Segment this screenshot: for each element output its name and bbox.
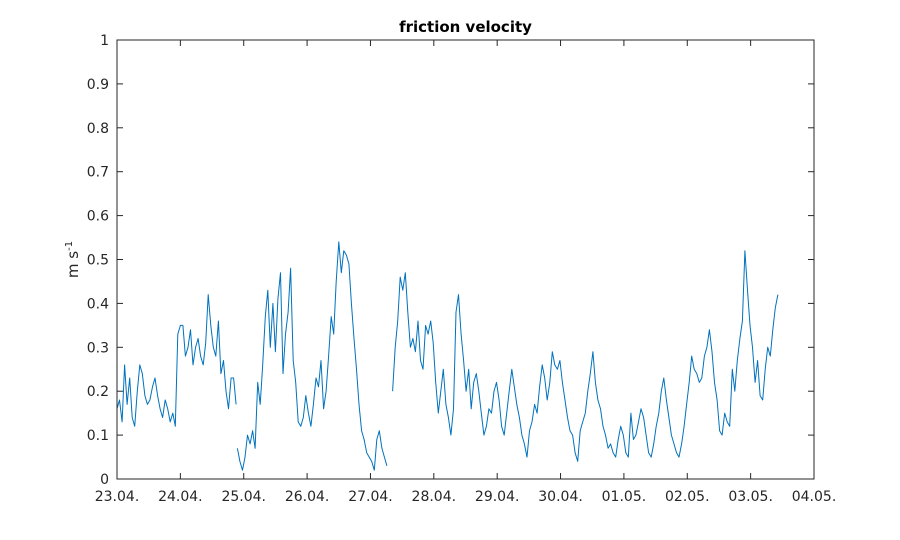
x-tick-label: 28.04. <box>412 489 457 505</box>
x-tick-label: 29.04. <box>475 489 520 505</box>
series-line-segment-2 <box>236 241 388 471</box>
y-tick-label: 0.9 <box>87 77 109 93</box>
data-series-layer <box>116 241 779 471</box>
x-tick-label: 03.05. <box>728 489 773 505</box>
x-tick-label: 27.04. <box>348 489 393 505</box>
y-tick-label: 0.6 <box>87 209 109 225</box>
y-tick-label: 0.8 <box>87 121 109 137</box>
plot-area <box>117 40 814 479</box>
y-tick-label: 0.1 <box>87 428 109 444</box>
y-tick-label: 0.7 <box>87 165 109 181</box>
y-tick-label: 0.5 <box>87 253 109 269</box>
y-tick-label: 0.3 <box>87 340 109 356</box>
tick-layer: 0 0.1 0.2 0.3 0.4 0.5 0.6 0.7 0.8 0.9 1 23.04. 24.04… <box>87 33 837 505</box>
y-axis-label: m s-1 <box>64 241 82 278</box>
y-tick-label: 0 <box>100 472 109 488</box>
x-tick-label: 23.04. <box>95 489 140 505</box>
y-tick-label: 0.2 <box>87 384 109 400</box>
x-tick-label: 04.05. <box>792 489 837 505</box>
y-axis-label-unit: m s <box>64 251 82 278</box>
x-tick-label: 26.04. <box>285 489 330 505</box>
y-axis-label-exponent: -1 <box>64 241 75 251</box>
chart-title: friction velocity <box>399 18 532 36</box>
y-tick-label: 0.4 <box>87 296 109 312</box>
x-tick-label: 30.04. <box>538 489 583 505</box>
series-line-segment-3 <box>392 250 779 462</box>
x-tick-label: 02.05. <box>665 489 710 505</box>
y-tick-label: 1 <box>100 33 109 49</box>
x-tick-label: 25.04. <box>221 489 266 505</box>
series-line-segment-1 <box>116 294 237 427</box>
x-tick-label: 24.04. <box>158 489 203 505</box>
x-tick-label: 01.05. <box>602 489 647 505</box>
